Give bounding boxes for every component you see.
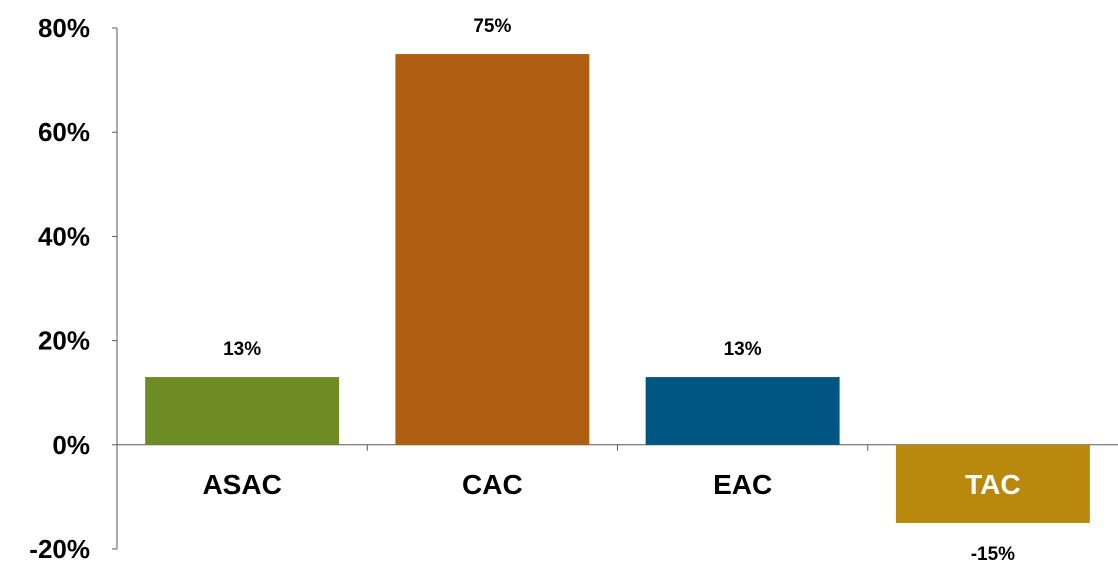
data-label: -15% — [971, 544, 1015, 563]
bar-asac — [145, 377, 340, 445]
y-tick-label: 0% — [52, 430, 90, 460]
data-label: 75% — [473, 16, 511, 37]
chart-bars — [145, 54, 1090, 523]
y-tick-label: -20% — [29, 534, 90, 563]
chart-labels: ASAC 13% CAC 75% EAC 13% TAC -15% — [202, 16, 1020, 563]
y-tick-label: 40% — [38, 221, 90, 251]
x-tick-label: TAC — [965, 469, 1020, 500]
chart-axes: -20% 0% 20% 40% 60% 80% — [29, 13, 1118, 563]
bar-tac — [895, 444, 1090, 523]
x-tick-label: EAC — [713, 469, 772, 500]
y-tick-label: 20% — [38, 326, 90, 356]
y-tick-label: 80% — [38, 13, 90, 43]
bar-cac — [395, 54, 590, 445]
x-tick-label: ASAC — [202, 469, 281, 500]
x-tick-label: CAC — [462, 469, 523, 500]
data-label: 13% — [223, 339, 261, 360]
data-label: 13% — [724, 339, 762, 360]
bar-eac — [645, 377, 840, 445]
y-tick-label: 60% — [38, 117, 90, 147]
